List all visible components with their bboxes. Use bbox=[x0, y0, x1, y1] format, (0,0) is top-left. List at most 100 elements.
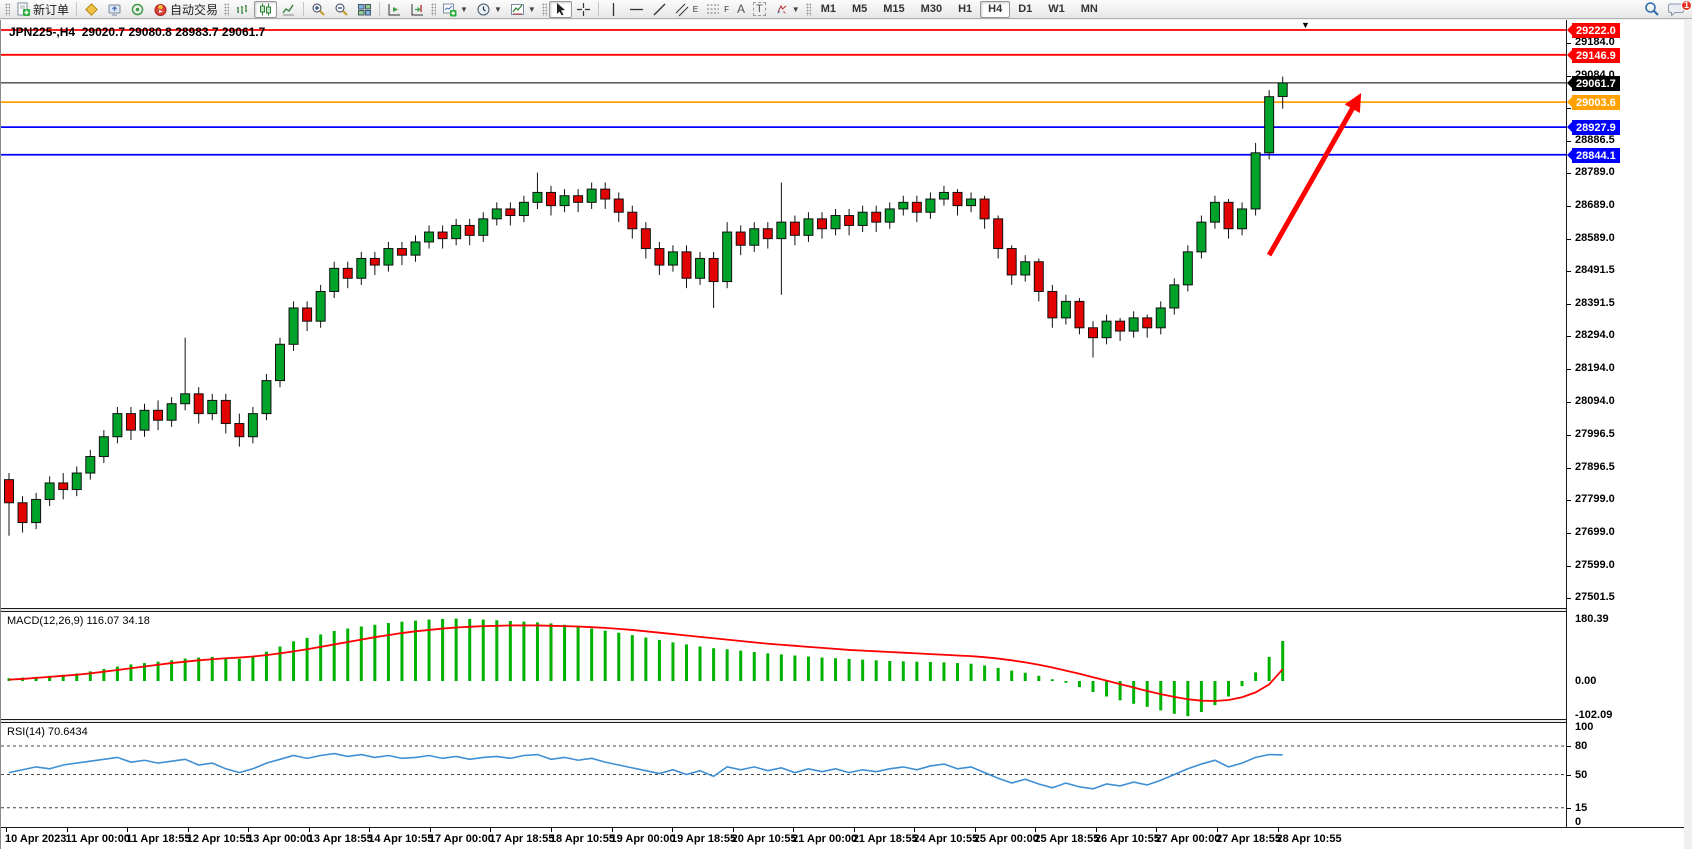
time-label: 28 Apr 10:55 bbox=[1276, 833, 1342, 845]
time-label: 21 Apr 18:55 bbox=[852, 833, 918, 845]
zoom-out-button[interactable] bbox=[330, 1, 353, 18]
macd-bar bbox=[75, 673, 79, 681]
time-label: 21 Apr 00:00 bbox=[792, 833, 858, 845]
chart-candles-button[interactable] bbox=[254, 0, 278, 18]
axis-tick bbox=[1567, 566, 1571, 567]
macd-bar bbox=[644, 637, 648, 681]
panel-divider[interactable] bbox=[1, 719, 1692, 723]
notification-badge: 1 bbox=[1680, 0, 1692, 11]
new-order-button[interactable]: 新订单 bbox=[12, 1, 73, 18]
chart-shift-button[interactable] bbox=[406, 1, 429, 18]
signals-button[interactable] bbox=[126, 1, 149, 18]
time-tick bbox=[974, 828, 976, 832]
arrows-button[interactable]: ▼ bbox=[770, 1, 804, 18]
tab-timeframe-M15[interactable]: M15 bbox=[883, 3, 905, 15]
tab-timeframe-M5[interactable]: M5 bbox=[851, 3, 868, 15]
price-tick-label: 27501.5 bbox=[1575, 591, 1615, 603]
time-label: 12 Apr 10:55 bbox=[186, 833, 252, 845]
toolbar-grip[interactable] bbox=[805, 2, 811, 16]
tab-timeframe-H1[interactable]: H1 bbox=[958, 3, 973, 15]
vertical-line-button[interactable] bbox=[602, 1, 625, 18]
macd-bar bbox=[183, 658, 187, 681]
text-label-button[interactable]: T bbox=[749, 1, 770, 18]
gold-box-icon bbox=[84, 2, 99, 17]
price-level-badge: 29003.6 bbox=[1567, 95, 1620, 110]
macd-bar bbox=[1091, 681, 1095, 693]
search-button[interactable] bbox=[1640, 1, 1664, 18]
chart-bars-button[interactable] bbox=[231, 1, 254, 18]
price-chart-canvas[interactable] bbox=[1, 20, 1566, 608]
macd-bar bbox=[752, 652, 756, 681]
tab-timeframe-H4[interactable]: H4 bbox=[980, 0, 1011, 18]
tab-timeframe-MN[interactable]: MN bbox=[1080, 3, 1098, 15]
macd-bar bbox=[251, 656, 255, 681]
rsi-line bbox=[8, 752, 1283, 790]
macd-bar bbox=[698, 646, 702, 681]
toolbar-grip[interactable] bbox=[541, 2, 547, 16]
tab-timeframe-D1[interactable]: D1 bbox=[1018, 3, 1033, 15]
axis-tick bbox=[1567, 239, 1571, 240]
time-label: 24 Apr 10:55 bbox=[913, 833, 979, 845]
auto-scroll-button[interactable] bbox=[383, 1, 406, 18]
tab-timeframe-M1[interactable]: M1 bbox=[820, 3, 836, 15]
rsi-panel[interactable]: RSI(14) 70.6434 bbox=[1, 723, 1566, 827]
dropdown-caret-icon: ▼ bbox=[527, 4, 536, 14]
macd-bar bbox=[454, 618, 458, 681]
macd-bar bbox=[657, 639, 661, 681]
toolbar-grip[interactable] bbox=[5, 2, 10, 16]
toolbar-grip[interactable] bbox=[431, 2, 437, 16]
new-chart-button[interactable]: ▼ bbox=[438, 1, 472, 18]
price-tick-label: 27996.5 bbox=[1575, 428, 1615, 440]
chart-shift-marker-icon[interactable]: ▼ bbox=[1301, 20, 1310, 30]
macd-bar bbox=[292, 641, 296, 681]
time-tick bbox=[369, 828, 371, 832]
axis-tick bbox=[1567, 369, 1571, 370]
macd-bar bbox=[969, 663, 973, 681]
macd-bar bbox=[1281, 640, 1285, 681]
publish-chart-button[interactable] bbox=[103, 1, 126, 18]
zoom-in-button[interactable] bbox=[307, 1, 330, 18]
macd-bar bbox=[1240, 681, 1244, 687]
templates-button[interactable]: ▼ bbox=[506, 1, 540, 18]
time-label: 19 Apr 18:55 bbox=[671, 833, 737, 845]
periods-button[interactable]: ▼ bbox=[472, 1, 506, 18]
line-chart-icon bbox=[281, 2, 296, 17]
chat-button[interactable]: 1 bbox=[1664, 0, 1692, 18]
axis-tick bbox=[1567, 774, 1571, 776]
rsi-label: RSI(14) 70.6434 bbox=[7, 726, 88, 738]
macd-bar bbox=[942, 662, 946, 681]
cursor-button[interactable] bbox=[548, 0, 572, 18]
crosshair-button[interactable] bbox=[572, 1, 595, 18]
time-axis[interactable]: 10 Apr 2023 11 Apr 00:00 11 Apr 18:55 12 Ap… bbox=[1, 827, 1692, 849]
price-tick-label: 27896.5 bbox=[1575, 461, 1615, 473]
trendline-button[interactable] bbox=[648, 1, 671, 18]
toolbar-grip[interactable] bbox=[224, 2, 230, 16]
macd-signal-line bbox=[8, 624, 1284, 702]
axis-tick bbox=[1567, 598, 1571, 599]
tab-timeframe-M30[interactable]: M30 bbox=[920, 3, 943, 15]
time-tick bbox=[187, 828, 189, 832]
signals-icon bbox=[130, 2, 145, 17]
tile-windows-button[interactable] bbox=[353, 1, 376, 18]
arrow-annotation[interactable] bbox=[1266, 93, 1362, 257]
macd-panel[interactable]: MACD(12,26,9) 116.07 34.18 bbox=[1, 612, 1566, 719]
tab-timeframe-W1[interactable]: W1 bbox=[1048, 3, 1065, 15]
price-chart[interactable]: JPN225-,H4 29020.7 29080.8 28983.7 29061… bbox=[1, 20, 1566, 608]
channel-button[interactable]: E bbox=[671, 1, 702, 18]
horizontal-line-button[interactable] bbox=[625, 1, 648, 18]
text-button[interactable]: A bbox=[733, 1, 749, 18]
macd-bar bbox=[346, 628, 350, 681]
chart-line-button[interactable] bbox=[277, 1, 300, 18]
price-axis[interactable]: 29184.029084.028986.528886.528789.028689… bbox=[1566, 20, 1692, 828]
panel-divider[interactable] bbox=[1, 608, 1692, 612]
macd-bar bbox=[563, 624, 567, 681]
gold-box-button[interactable] bbox=[80, 1, 103, 18]
fibonacci-button[interactable]: F bbox=[702, 1, 733, 18]
macd-bar bbox=[603, 630, 607, 681]
chart-shift-icon bbox=[410, 2, 425, 17]
auto-trading-button[interactable]: 自动交易 bbox=[149, 1, 222, 18]
time-label: 17 Apr 18:55 bbox=[489, 833, 555, 845]
fibo-tool-letter: F bbox=[724, 4, 730, 14]
macd-scale-min: -102.09 bbox=[1575, 709, 1613, 722]
macd-bar bbox=[874, 660, 878, 681]
